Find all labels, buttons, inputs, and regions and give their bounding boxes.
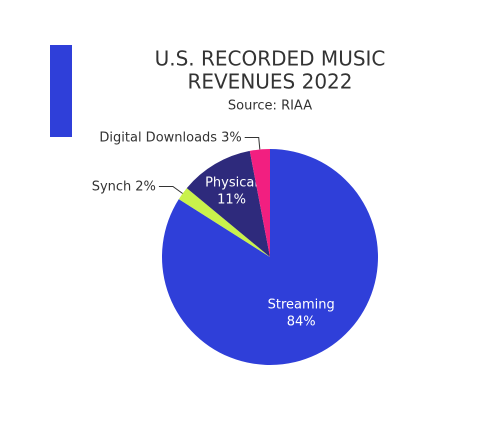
slice-value: 84% xyxy=(287,314,316,329)
slice-value: 2% xyxy=(135,179,156,194)
side-banner xyxy=(50,45,72,137)
slice-value: 3% xyxy=(221,130,242,145)
chart-subtitle: Source: RIAA xyxy=(228,99,312,114)
pie-slice xyxy=(249,149,270,257)
leader-line xyxy=(158,185,183,194)
chart-title: REVENUES 2022 xyxy=(187,70,352,94)
slice-label-name: Digital Downloads xyxy=(99,130,217,145)
chart-title: U.S. RECORDED MUSIC xyxy=(155,47,386,71)
pie-slice xyxy=(178,188,270,257)
slice-label: Streaming xyxy=(268,297,335,312)
slice-label-name: Synch xyxy=(92,179,132,194)
slice-label: Physical xyxy=(205,175,258,190)
pie-slice xyxy=(186,150,270,257)
leader-line xyxy=(244,137,261,150)
slice-value: 11% xyxy=(217,192,246,207)
slice-label: Synch 2% xyxy=(92,179,156,194)
slice-label: Digital Downloads 3% xyxy=(99,130,241,145)
